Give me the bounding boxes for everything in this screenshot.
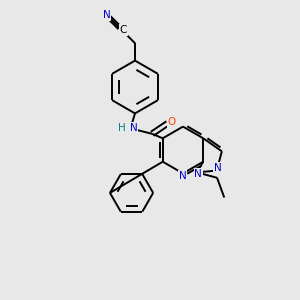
Text: N: N: [103, 10, 111, 20]
Text: C: C: [120, 25, 127, 35]
Text: N: N: [130, 123, 137, 133]
Text: N: N: [194, 169, 202, 179]
Text: N: N: [178, 171, 186, 181]
Text: H: H: [118, 123, 126, 133]
Text: N: N: [214, 163, 222, 173]
Text: O: O: [168, 117, 176, 127]
